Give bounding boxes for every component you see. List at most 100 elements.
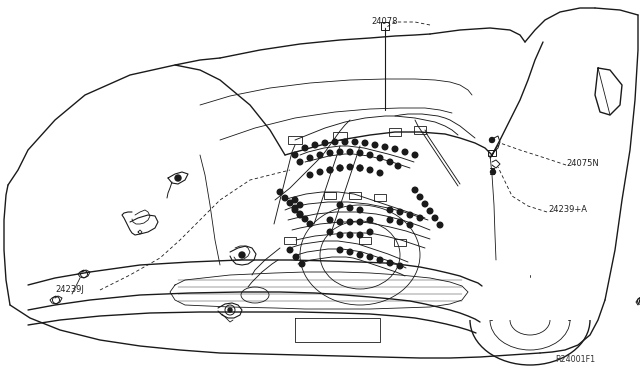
Bar: [349, 192, 361, 199]
Circle shape: [239, 252, 245, 258]
Circle shape: [387, 159, 393, 165]
Circle shape: [337, 219, 343, 225]
Circle shape: [367, 229, 372, 235]
Circle shape: [397, 219, 403, 225]
Text: 24075N: 24075N: [566, 158, 599, 167]
Circle shape: [437, 222, 443, 228]
Circle shape: [372, 142, 378, 148]
Circle shape: [327, 217, 333, 223]
Circle shape: [432, 215, 438, 221]
Circle shape: [347, 164, 353, 170]
Circle shape: [327, 150, 333, 156]
Circle shape: [307, 221, 313, 227]
Bar: [333, 132, 347, 140]
Bar: [389, 128, 401, 136]
Bar: [488, 150, 496, 156]
Circle shape: [377, 155, 383, 161]
Circle shape: [357, 252, 363, 258]
Circle shape: [407, 212, 413, 218]
Circle shape: [337, 247, 343, 253]
Circle shape: [417, 194, 423, 200]
Bar: [324, 192, 336, 199]
Circle shape: [367, 217, 372, 223]
Circle shape: [292, 207, 298, 213]
Circle shape: [387, 217, 393, 223]
Circle shape: [490, 138, 495, 142]
Text: R24001F1: R24001F1: [555, 356, 595, 365]
Circle shape: [362, 140, 368, 146]
Circle shape: [387, 260, 393, 266]
Bar: [359, 237, 371, 244]
Circle shape: [407, 222, 413, 228]
Circle shape: [327, 167, 333, 173]
Circle shape: [417, 215, 423, 221]
Circle shape: [282, 195, 288, 201]
Circle shape: [402, 149, 408, 155]
Circle shape: [367, 167, 372, 173]
Text: 24239+A: 24239+A: [548, 205, 587, 215]
Circle shape: [297, 211, 303, 217]
Circle shape: [352, 139, 358, 145]
Circle shape: [317, 152, 323, 158]
Circle shape: [300, 261, 305, 267]
Circle shape: [357, 165, 363, 171]
Circle shape: [302, 216, 308, 222]
Circle shape: [377, 170, 383, 176]
Circle shape: [332, 139, 338, 145]
Circle shape: [302, 145, 308, 151]
Bar: [381, 22, 389, 30]
Circle shape: [347, 219, 353, 225]
Bar: [288, 136, 302, 144]
Circle shape: [367, 152, 372, 158]
Circle shape: [277, 189, 283, 195]
Circle shape: [297, 202, 303, 208]
Circle shape: [490, 170, 495, 174]
Circle shape: [392, 146, 398, 152]
Bar: [374, 194, 386, 201]
Circle shape: [347, 232, 353, 238]
Circle shape: [228, 308, 232, 312]
Circle shape: [397, 209, 403, 215]
Circle shape: [377, 257, 383, 263]
Circle shape: [292, 205, 298, 211]
Circle shape: [347, 205, 353, 211]
Bar: [394, 239, 406, 246]
Bar: [284, 237, 296, 244]
Circle shape: [307, 172, 313, 178]
Circle shape: [297, 212, 303, 218]
Circle shape: [293, 254, 299, 260]
Circle shape: [422, 201, 428, 207]
Circle shape: [337, 202, 343, 208]
Circle shape: [292, 152, 298, 158]
Circle shape: [382, 144, 388, 150]
Circle shape: [357, 150, 363, 156]
Circle shape: [292, 197, 298, 203]
Circle shape: [397, 263, 403, 269]
Circle shape: [412, 152, 418, 158]
Text: 24078: 24078: [372, 17, 398, 26]
Circle shape: [387, 207, 393, 213]
Circle shape: [396, 163, 401, 169]
Text: 24239J: 24239J: [55, 285, 84, 295]
Circle shape: [322, 140, 328, 146]
Circle shape: [357, 219, 363, 225]
Circle shape: [337, 149, 343, 155]
Circle shape: [337, 165, 343, 171]
Circle shape: [347, 149, 353, 155]
Circle shape: [357, 207, 363, 213]
Circle shape: [287, 247, 293, 253]
Circle shape: [297, 159, 303, 165]
Circle shape: [337, 165, 343, 171]
Circle shape: [317, 169, 323, 175]
Circle shape: [347, 249, 353, 255]
Bar: [414, 126, 426, 134]
Circle shape: [175, 175, 181, 181]
Circle shape: [357, 232, 363, 238]
Circle shape: [337, 232, 343, 238]
Circle shape: [307, 155, 313, 161]
Circle shape: [327, 167, 333, 173]
Circle shape: [428, 208, 433, 214]
Circle shape: [412, 187, 418, 193]
Circle shape: [342, 139, 348, 145]
Circle shape: [312, 142, 318, 148]
